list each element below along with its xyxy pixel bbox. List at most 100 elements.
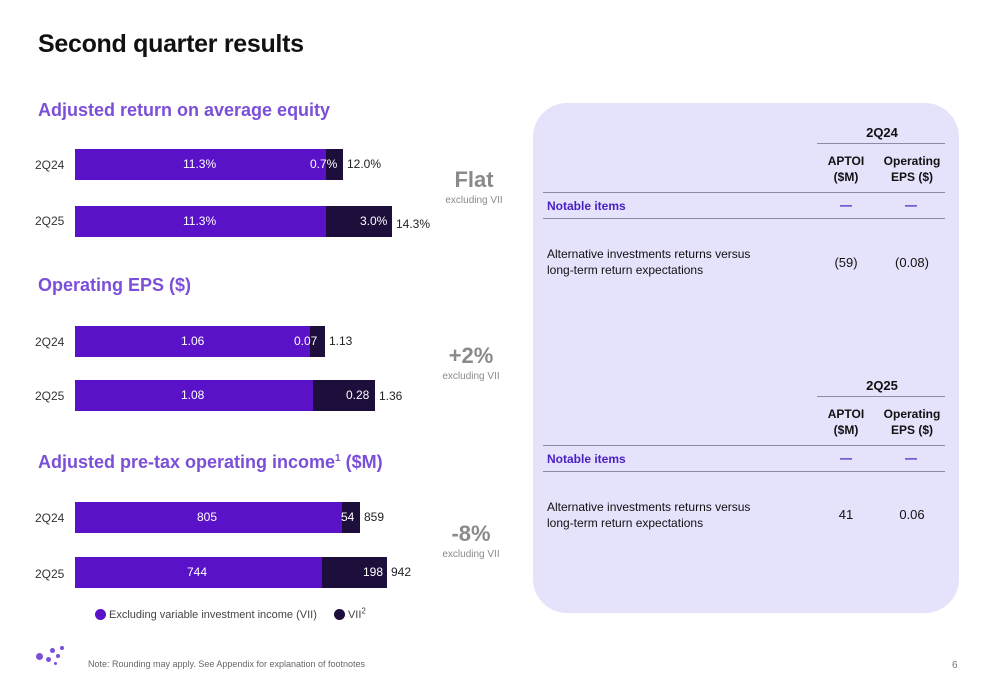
change-note: excluding VII: [445, 195, 503, 206]
category-label: 2Q24: [35, 511, 65, 525]
bar-value-label: 805: [197, 510, 218, 524]
notable-items-label: Notable items: [547, 452, 626, 466]
row-description-line: Alternative investments returns versus: [547, 247, 751, 261]
row-description: Alternative investments returns versus l…: [547, 246, 787, 278]
section-title-eps: Operating EPS ($): [38, 275, 192, 295]
row-description-line: Alternative investments returns versus: [547, 500, 751, 514]
category-label: 2Q25: [35, 389, 65, 403]
category-label: 2Q25: [35, 214, 65, 228]
change-indicator: +2% excluding VII: [411, 343, 531, 382]
bar-segment-excluding-vii: [75, 380, 313, 411]
bar-value-label: 3.0%: [360, 214, 388, 228]
column-header-eps: Operating EPS ($): [876, 406, 948, 438]
column-header-line: EPS ($): [890, 170, 933, 184]
footnote-text: Note: Rounding may apply. See Appendix f…: [88, 659, 366, 669]
bar-value-label: 198: [363, 565, 384, 579]
dash: —: [905, 451, 917, 465]
bar-total-label: 1.13: [329, 334, 353, 348]
bar-total-label: 859: [364, 510, 385, 524]
divider: [543, 218, 945, 219]
change-indicator: -8% excluding VII: [411, 521, 531, 560]
bar-value-label: 0.7%: [310, 157, 338, 171]
footnote-marker: 1: [335, 453, 341, 464]
bar-total-label: 14.3%: [396, 217, 431, 231]
stacked-bar: 1.06 0.07: [75, 326, 325, 357]
bar-value-label: 0.07: [294, 334, 318, 348]
table-period-header: 2Q24: [866, 125, 898, 140]
bar-segment-excluding-vii: [75, 326, 310, 357]
cell-eps: 0.06: [899, 507, 925, 522]
section-title-text: Adjusted pre-tax operating income: [38, 452, 336, 472]
column-header-aptoi: APTOI ($M): [815, 406, 877, 438]
column-header-line: Operating: [883, 407, 941, 421]
page-number: 6: [952, 660, 958, 671]
column-header-line: Operating: [883, 154, 941, 168]
column-header-eps: Operating EPS ($): [876, 153, 948, 185]
dash: —: [905, 198, 917, 212]
category-label: 2Q24: [35, 158, 65, 172]
divider: [543, 192, 945, 193]
footnote-marker: 2: [361, 606, 366, 615]
row-description-line: long-term return expectations: [547, 516, 704, 530]
legend-item-excluding-vii: Excluding variable investment income (VI…: [95, 608, 317, 621]
change-indicator: Flat excluding VII: [414, 167, 534, 206]
bar-total-label: 1.36: [379, 389, 403, 403]
row-description-line: long-term return expectations: [547, 263, 704, 277]
stacked-bar: 11.3% 0.7%: [75, 149, 343, 180]
bar-value-label: 1.06: [181, 334, 205, 348]
notable-items-panel: [533, 103, 959, 613]
bar-segment-vii: [322, 557, 387, 588]
stacked-bar: 744 198: [75, 557, 387, 588]
divider: [543, 471, 945, 472]
divider: [817, 396, 945, 397]
legend-swatch: [333, 608, 345, 620]
section-title-suffix: ($M): [340, 452, 383, 472]
cell-aptoi: (59): [834, 255, 858, 270]
divider: [817, 143, 945, 144]
change-note: excluding VII: [442, 549, 500, 560]
page-title: Second quarter results: [38, 30, 304, 58]
chart-legend: Excluding variable investment income (VI…: [95, 606, 366, 621]
bar-segment-excluding-vii: [75, 149, 326, 180]
notable-items-label: Notable items: [547, 199, 626, 213]
bar-segment-excluding-vii: [75, 206, 326, 237]
category-label: 2Q25: [35, 567, 65, 581]
table-period-header: 2Q25: [866, 378, 898, 393]
legend-label: Excluding variable investment income (VI…: [109, 608, 317, 621]
section-title-roe: Adjusted return on average equity: [38, 100, 331, 120]
bar-value-label: 11.3%: [183, 214, 217, 228]
stacked-bar: 1.08 0.28: [75, 380, 375, 411]
column-header-line: ($M): [833, 170, 859, 184]
dash: —: [840, 451, 852, 465]
bar-segment-vii: [313, 380, 375, 411]
bar-value-label: 11.3%: [183, 157, 217, 171]
legend-item-vii: VII2: [333, 606, 366, 621]
bar-segment-vii: [310, 326, 325, 357]
bar-total-label: 942: [391, 565, 412, 579]
bar-segment-vii: [342, 502, 360, 533]
change-note: excluding VII: [442, 371, 500, 382]
change-value: -8%: [451, 521, 491, 546]
stacked-bar: 11.3% 3.0%: [75, 206, 392, 237]
legend-label: VII: [347, 608, 362, 621]
bar-total-label: 12.0%: [347, 157, 382, 171]
bar-segment-excluding-vii: [75, 502, 342, 533]
column-header-line: ($M): [833, 423, 859, 437]
bar-segment-vii: [326, 149, 343, 180]
change-value: Flat: [454, 167, 494, 192]
section-title-aptoi: Adjusted pre-tax operating income1 ($M): [38, 452, 383, 473]
bar-segment-vii: [326, 206, 392, 237]
dash: —: [840, 198, 852, 212]
legend-swatch: [95, 608, 106, 620]
column-header-aptoi: APTOI ($M): [815, 153, 877, 185]
cell-aptoi: 41: [838, 507, 854, 522]
bar-segment-excluding-vii: [75, 557, 322, 588]
bar-value-label: 744: [187, 565, 208, 579]
cell-eps: (0.08): [895, 255, 929, 270]
stacked-bar: 805 54: [75, 502, 360, 533]
divider: [543, 445, 945, 446]
bar-value-label: 54: [341, 510, 355, 524]
change-value: +2%: [448, 343, 494, 368]
column-header-line: EPS ($): [890, 423, 933, 437]
row-description: Alternative investments returns versus l…: [547, 499, 787, 531]
